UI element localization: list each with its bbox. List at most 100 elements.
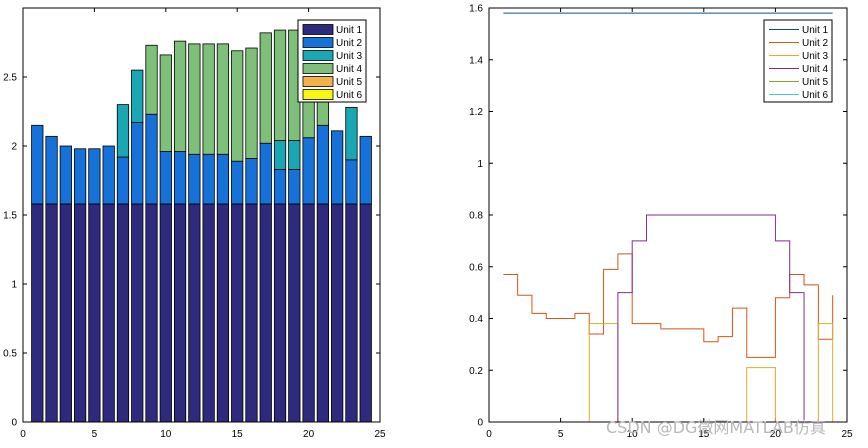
bar-segment: [259, 203, 272, 423]
bar-segment: [316, 203, 329, 423]
bar-segment: [216, 43, 230, 155]
bar-segment: [116, 104, 130, 158]
bar-segment: [45, 135, 58, 205]
bar-segment: [188, 203, 201, 423]
x-tick-label: 20: [303, 429, 315, 440]
step-line-chart: 0 5 10 15 20 25 0 0.2 0.4 0.6 0.8 1 1.2 1.4 1.6 Unit 1 U…: [469, 4, 853, 441]
x-tick-label: 20: [770, 429, 782, 440]
legend-label: Unit 6: [336, 90, 363, 101]
legend-label: Unit 5: [802, 77, 829, 88]
bar-segment: [202, 43, 215, 155]
bar-segment: [88, 148, 101, 205]
bar-segment: [45, 203, 58, 423]
bar-segment: [131, 203, 144, 423]
y-tick-label: 1.4: [469, 55, 483, 66]
y-tick-label: 2.5: [3, 73, 17, 84]
bar-segment: [231, 203, 244, 423]
y-tick-label: 0.6: [469, 262, 483, 273]
bar-segment: [288, 140, 301, 170]
legend-swatch: [302, 76, 334, 87]
y-tick-label: 1: [477, 159, 483, 170]
x-tick-label: 15: [698, 429, 710, 440]
y-tick-label: 0: [477, 418, 483, 429]
y-tick-label: 1: [11, 280, 17, 291]
bar-segment: [302, 203, 315, 423]
bar-segment: [245, 47, 258, 159]
bar-segment: [245, 158, 258, 205]
y-tick-label: 0.5: [3, 349, 17, 360]
legend-label: Unit 3: [336, 51, 363, 62]
bar-segment: [88, 203, 101, 423]
x-tick-label: 5: [92, 429, 98, 440]
bar-segment: [273, 140, 287, 170]
y-tick-label: 0.2: [469, 366, 483, 377]
bar-segment: [245, 203, 258, 423]
bar-segment: [31, 124, 44, 205]
bar-segment: [173, 203, 187, 423]
x-tick-label: 10: [627, 429, 639, 440]
bar-segment: [359, 203, 372, 423]
y-tick-label: 1.2: [469, 107, 483, 118]
bar-segment: [131, 122, 144, 205]
y-tick-label: 0: [11, 418, 17, 429]
bar-segment: [259, 32, 272, 144]
bar-segment: [288, 203, 301, 423]
bar-segment: [74, 148, 87, 205]
bar-segment: [188, 43, 201, 155]
bar-segment: [273, 29, 287, 141]
legend-swatch: [302, 50, 334, 61]
bar-segment: [216, 203, 230, 423]
watermark-text: CSDN @DG微网MATLAB仿真: [606, 418, 826, 437]
bar-segment: [331, 203, 344, 423]
legend-swatch: [302, 24, 334, 35]
legend-label: Unit 4: [336, 64, 363, 75]
bar-segment: [74, 203, 87, 423]
series-line: [503, 253, 834, 358]
x-tick-label: 25: [374, 429, 386, 440]
legend-label: Unit 2: [336, 38, 363, 49]
bar-segment: [102, 203, 115, 423]
bar-segment: [116, 156, 130, 205]
axes-frame: [488, 7, 848, 423]
legend-swatch: [302, 63, 334, 74]
bar-segment: [231, 160, 244, 205]
bar-segment: [131, 69, 144, 123]
legend-label: Unit 1: [336, 25, 363, 36]
y-tick-label: 1.5: [3, 211, 17, 222]
bar-segment: [345, 159, 358, 205]
bar-segment: [145, 113, 158, 205]
bar-segment: [159, 54, 172, 152]
legend-box: [763, 19, 833, 103]
bar-segment: [145, 44, 158, 115]
bar-segment: [145, 203, 158, 423]
bar-segment: [173, 40, 187, 152]
bar-segment: [59, 145, 72, 205]
bar-segment: [116, 203, 130, 423]
legend-label: Unit 3: [802, 51, 829, 62]
bar-segment: [273, 169, 287, 205]
bar-segment: [59, 203, 72, 423]
bar-segment: [173, 151, 187, 205]
x-tick-label: 10: [160, 429, 172, 440]
bar-segment: [202, 203, 215, 423]
bar-segment: [188, 153, 201, 205]
bar-segment: [288, 169, 301, 205]
x-tick-label: 15: [232, 429, 244, 440]
bar-segment: [345, 106, 358, 161]
y-tick-label: 2: [11, 142, 17, 153]
axes-frame: [22, 7, 381, 423]
bar-segment: [202, 153, 215, 205]
bar-segment: [31, 203, 44, 423]
bar-segment: [316, 124, 329, 205]
bar-segment: [302, 137, 315, 205]
y-tick-label: 0.4: [469, 314, 483, 325]
x-tick-label: 25: [841, 429, 853, 440]
legend-swatch: [302, 89, 334, 100]
bar-segment: [102, 145, 115, 205]
bar-segment: [159, 203, 172, 423]
bar-segment: [331, 130, 344, 205]
stacked-bar-chart: 0 5 10 15 20 25 0 0.5 1 1.5 2 2.5 Unit 1 Unit 2 Unit 3…: [3, 7, 386, 440]
bar-segment: [159, 151, 172, 205]
legend-swatch: [302, 37, 334, 48]
